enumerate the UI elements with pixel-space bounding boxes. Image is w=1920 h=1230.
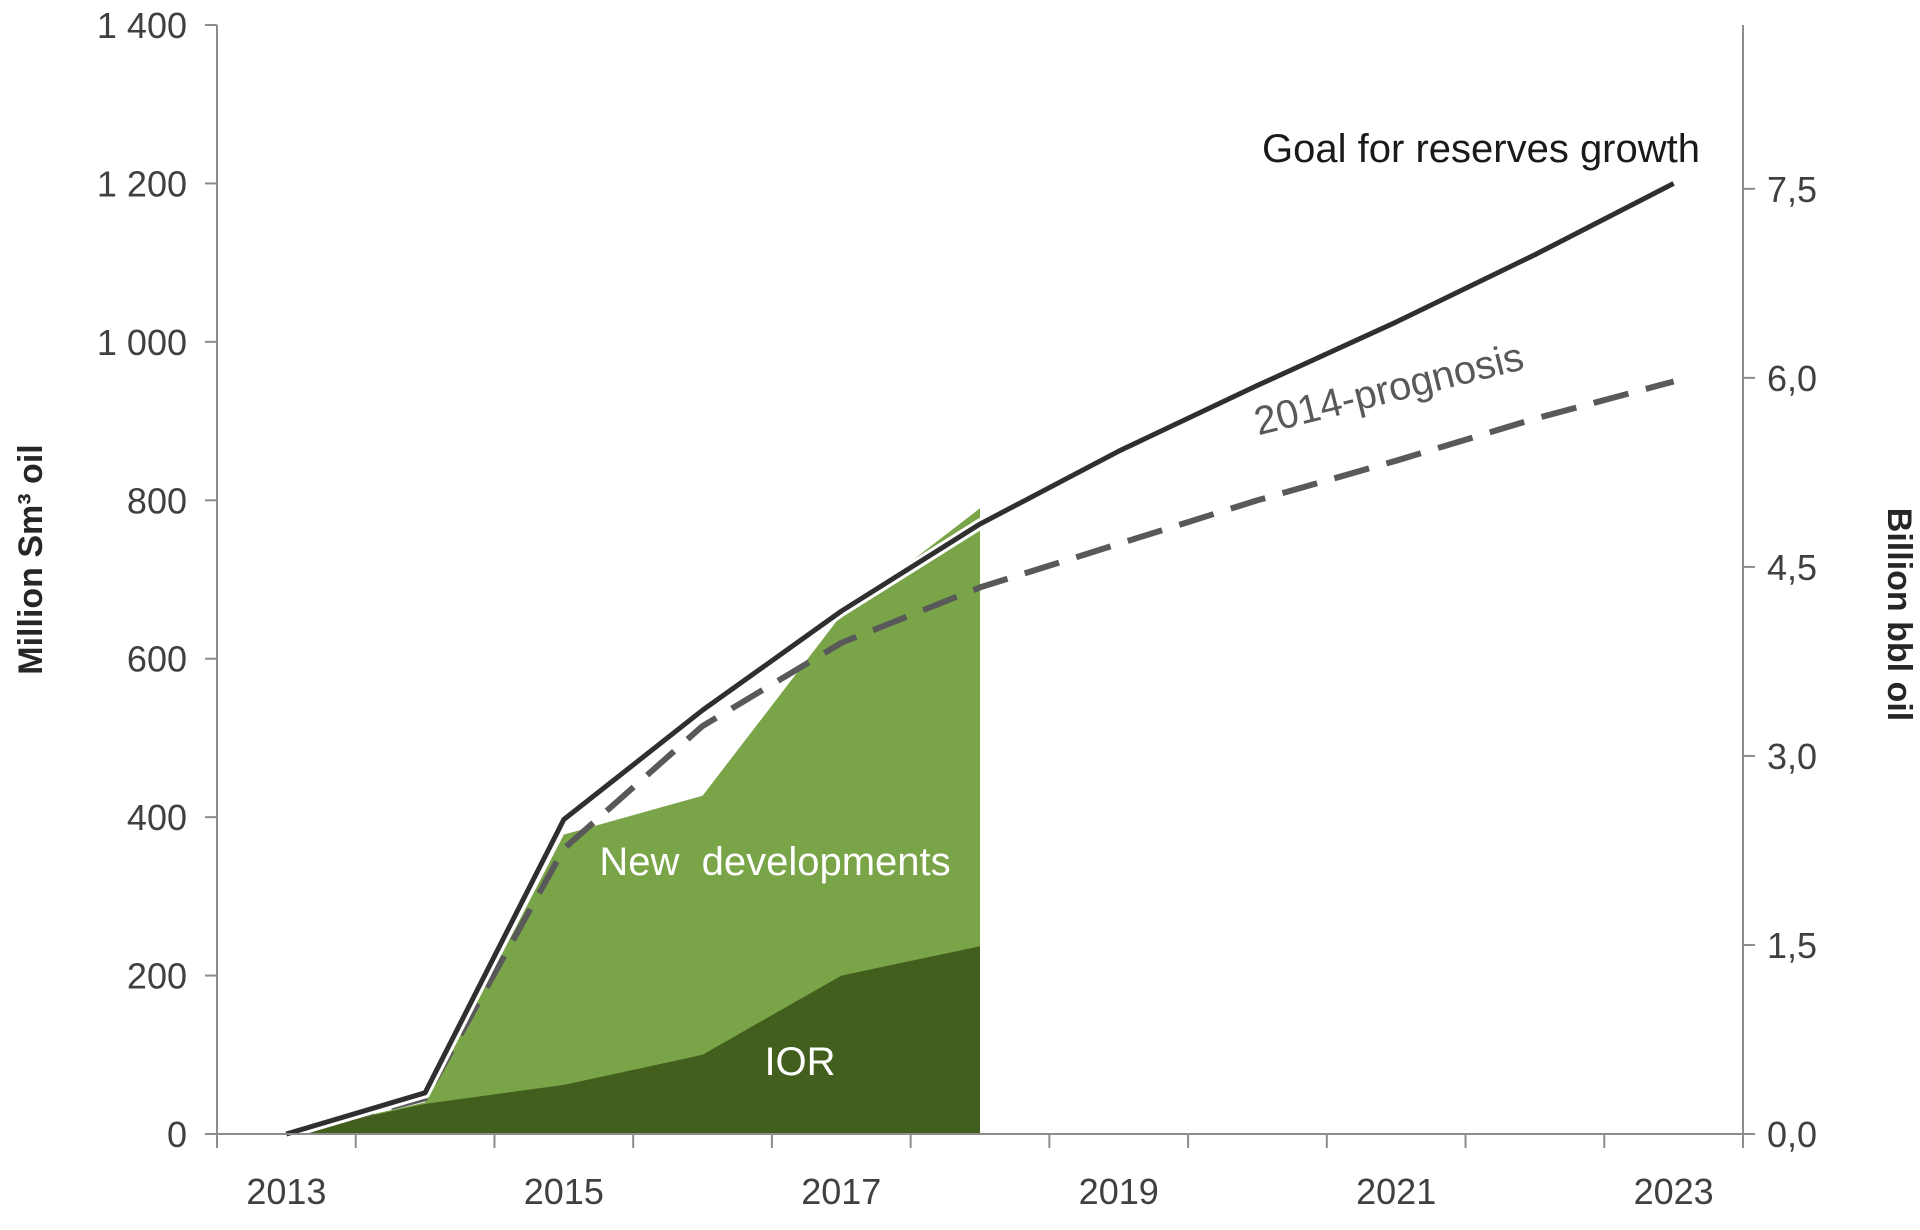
y-left-tick-label: 1 000: [97, 322, 187, 363]
areas-layer: [286, 508, 980, 1134]
y-left-tick-label: 1 400: [97, 5, 187, 46]
label-ior: IOR: [764, 1040, 835, 1084]
y-left-tick-label: 400: [127, 797, 187, 838]
label-new-developments: New developments: [599, 840, 950, 884]
y-right-tick-label: 3,0: [1767, 736, 1817, 777]
y-right-tick-label: 0,0: [1767, 1114, 1817, 1155]
y-right-tick-label: 6,0: [1767, 358, 1817, 399]
x-tick-label: 2017: [801, 1171, 881, 1212]
x-tick-label: 2015: [524, 1171, 604, 1212]
y-right-tick-label: 7,5: [1767, 169, 1817, 210]
x-tick-label: 2023: [1634, 1171, 1714, 1212]
x-tick-label: 2013: [246, 1171, 326, 1212]
area-ior: [286, 946, 980, 1134]
axes-layer: [205, 24, 1755, 1148]
y-left-tick-label: 800: [127, 480, 187, 521]
x-tick-label: 2019: [1079, 1171, 1159, 1212]
y-left-axis-title: Million Sm³ oil: [12, 444, 50, 674]
y-left-tick-label: 600: [127, 639, 187, 680]
label-goal-for-reserves-growth: Goal for reserves growth: [1262, 127, 1700, 171]
y-right-axis-title: Billion bbl oil: [1880, 508, 1918, 721]
lines-layer: [284, 178, 1677, 1140]
line-2014-prognosis: [285, 378, 1675, 1137]
y-right-tick-label: 1,5: [1767, 925, 1817, 966]
y-left-tick-label: 0: [167, 1114, 187, 1155]
y-right-tick-label: 4,5: [1767, 547, 1817, 588]
label-2014-prognosis: 2014-prognosis: [1250, 335, 1528, 444]
line-goal-for-reserves-growth: [285, 181, 1675, 1137]
x-tick-label: 2021: [1356, 1171, 1436, 1212]
y-left-tick-label: 1 200: [97, 163, 187, 204]
y-left-tick-label: 200: [127, 956, 187, 997]
